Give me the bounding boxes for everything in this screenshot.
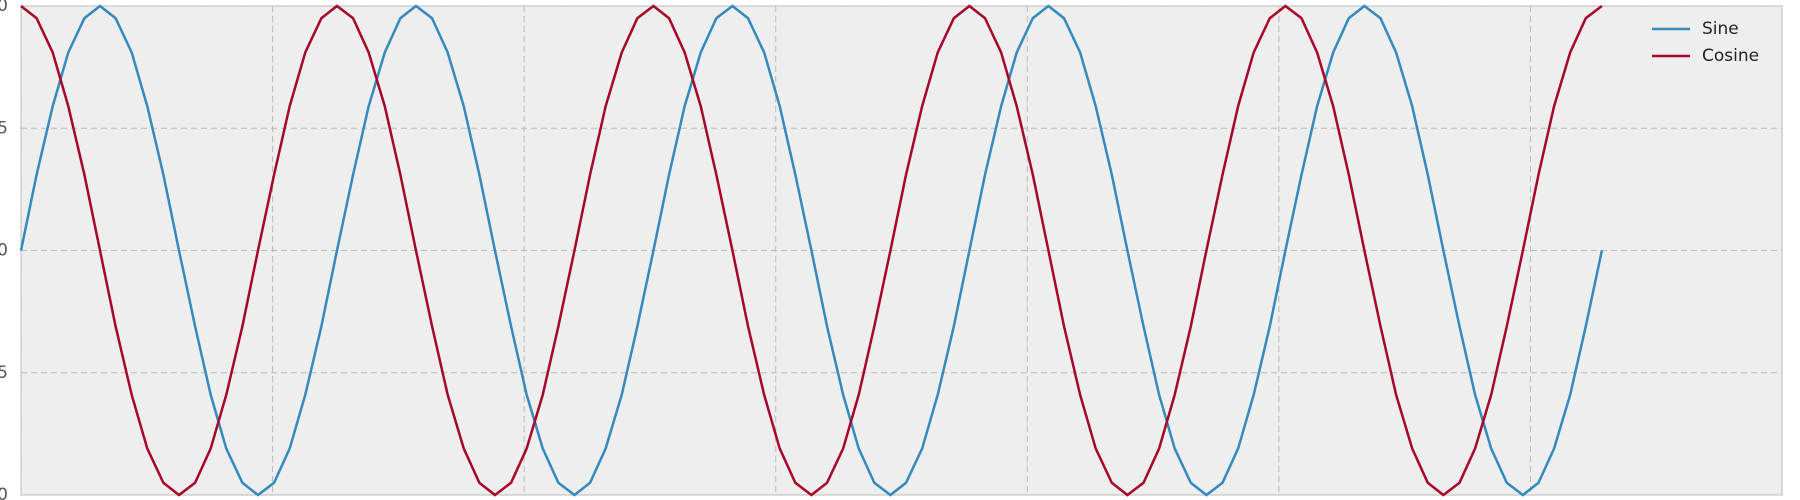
line-series: [19, 4, 1604, 497]
y-tick-label: -0.5: [0, 363, 8, 383]
y-tick-label: 0.5: [0, 118, 8, 138]
y-tick-label: -1.0: [0, 485, 8, 500]
y-tick-label: 1.0: [0, 0, 8, 16]
legend-label: Sine: [1702, 19, 1739, 39]
line-series: [20, 4, 1603, 497]
y-tick-label: 0.0: [0, 241, 8, 261]
legend-label: Cosine: [1702, 46, 1759, 66]
